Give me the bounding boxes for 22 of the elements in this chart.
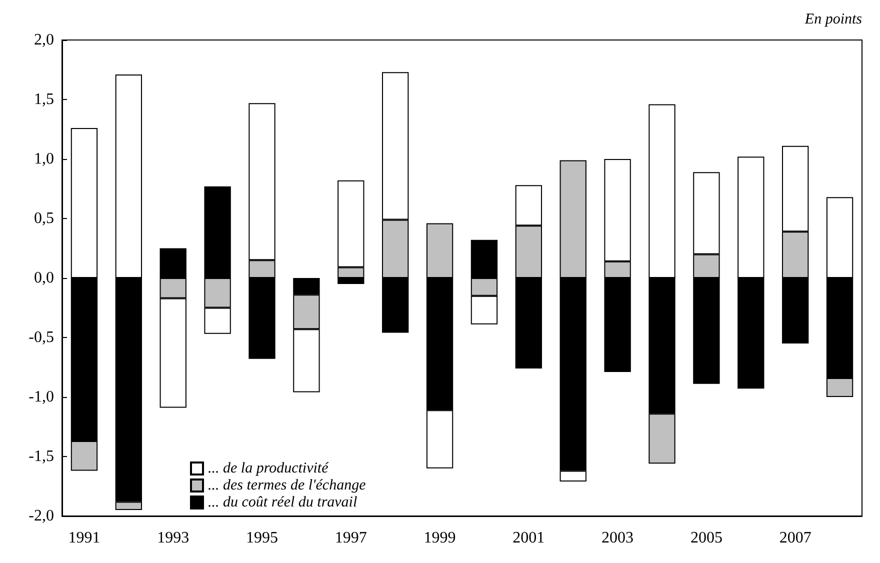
y-tick-label: -1,0 [28, 388, 54, 406]
x-tick-label: 2007 [779, 530, 812, 546]
legend-label: ... de la productivité [208, 460, 330, 476]
y-tick-label: -0,5 [28, 329, 54, 346]
legend-label: ... du coût réel du travail [208, 494, 358, 510]
y-tick-label: -1,5 [28, 448, 54, 465]
legend-label: ... des termes de l'échange [208, 478, 366, 494]
y-tick-label: 2,0 [34, 32, 54, 48]
y-tick-label: 1,0 [34, 150, 54, 168]
x-tick-label: 2003 [602, 530, 634, 546]
y-tick-label: 0,5 [34, 210, 54, 227]
y-tick-label: -2,0 [28, 508, 54, 524]
x-tick-label: 1991 [68, 530, 100, 546]
y-tick-label: 0,0 [34, 270, 54, 286]
x-tick-label: 1999 [424, 530, 456, 546]
x-tick-label: 2005 [690, 530, 722, 546]
y-tick-label: 1,5 [34, 91, 54, 108]
text: En points [804, 12, 862, 28]
x-tick-label: 1997 [334, 530, 367, 546]
x-tick-label: 2001 [512, 530, 545, 546]
x-tick-label: 1993 [157, 530, 190, 546]
x-tick-label: 1995 [246, 530, 278, 546]
